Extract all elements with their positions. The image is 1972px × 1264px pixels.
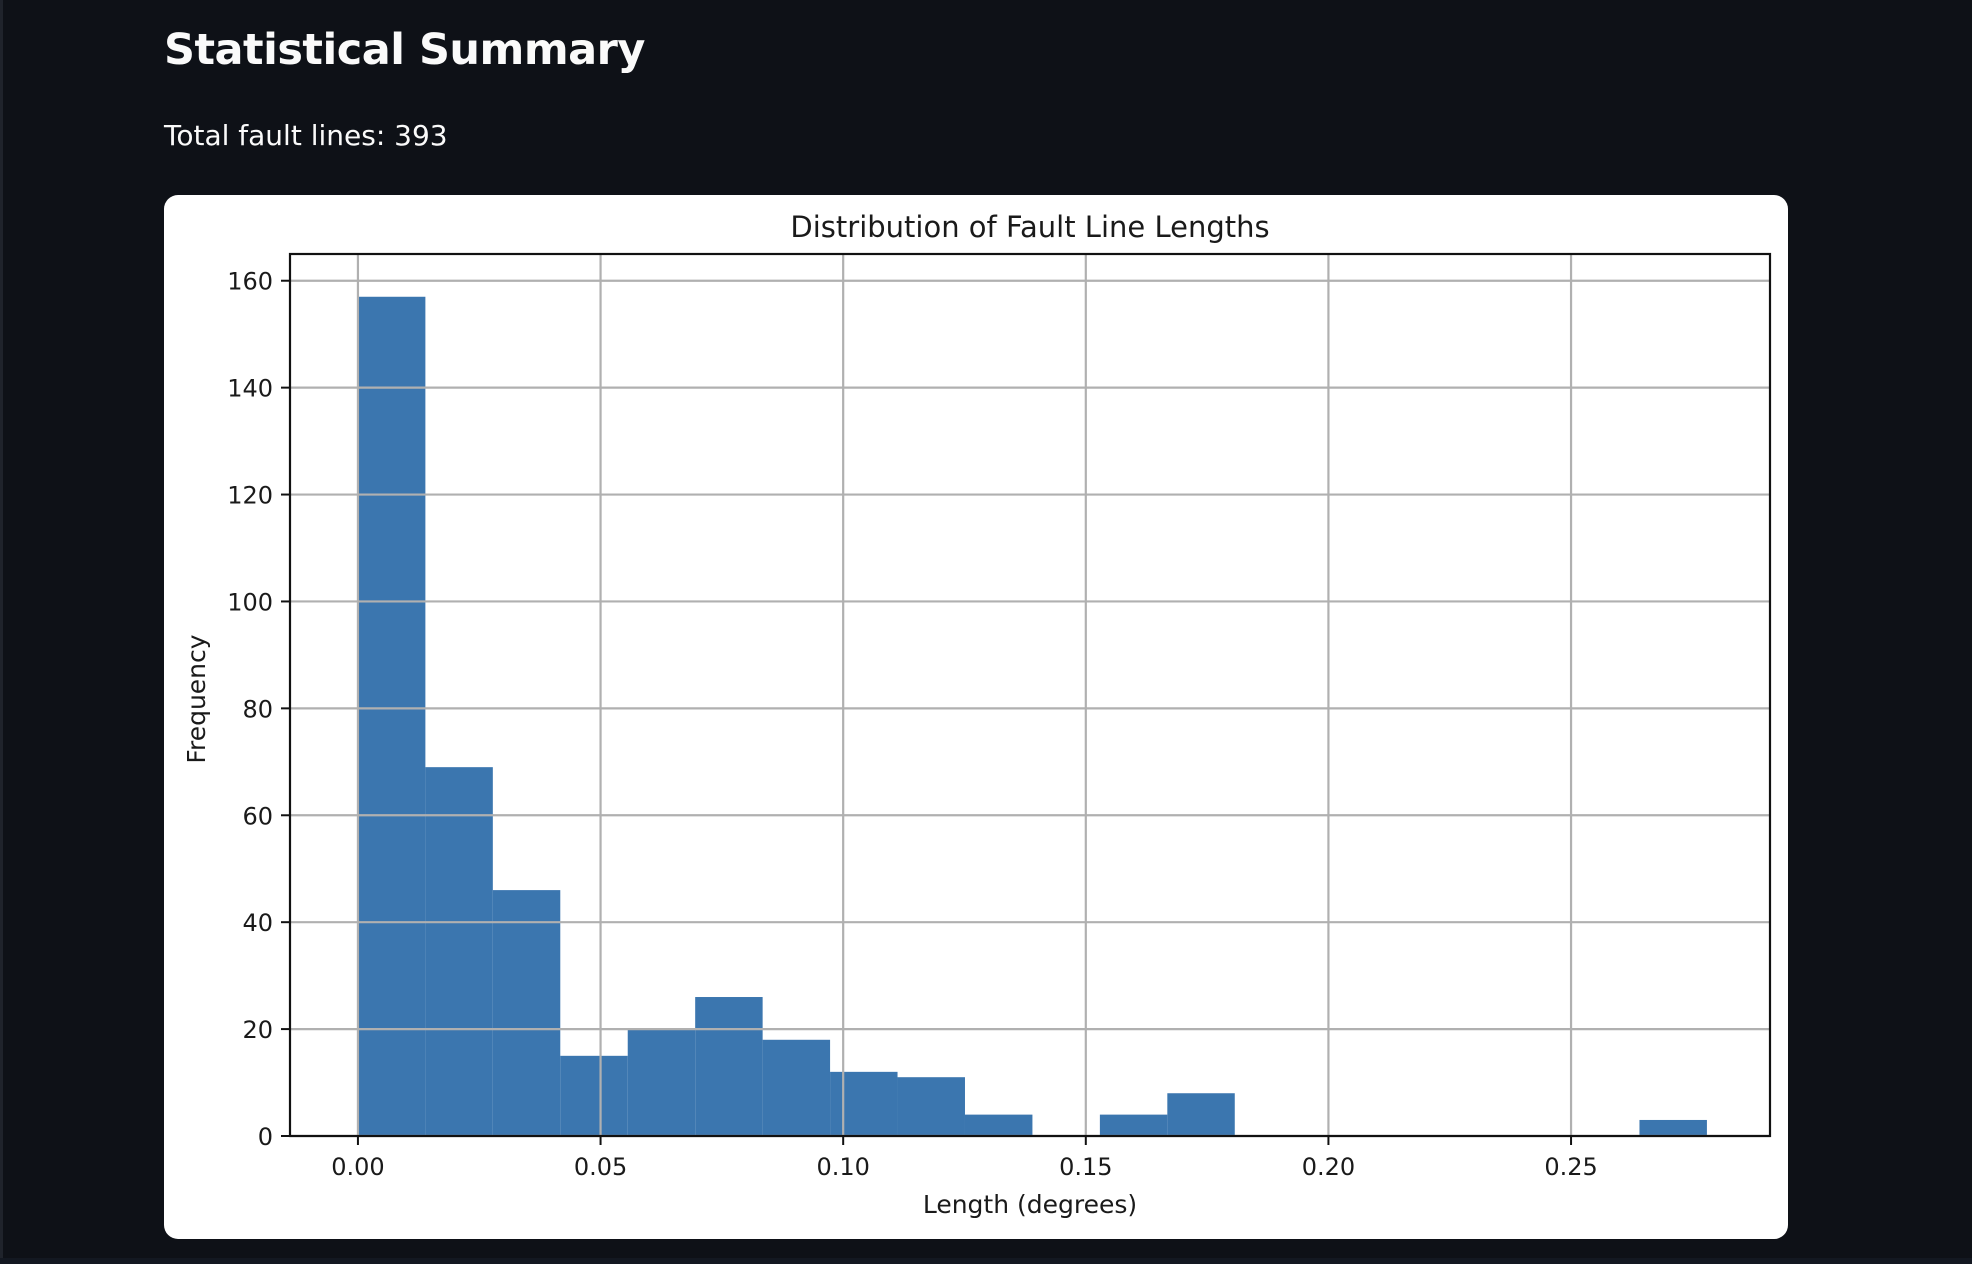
x-tick-label: 0.20 (1302, 1153, 1355, 1181)
bars-group (357, 296, 1707, 1136)
histogram-bar (425, 767, 493, 1136)
grid-lines (290, 254, 1770, 1138)
histogram-bar (695, 997, 763, 1136)
y-tick-label: 40 (242, 909, 273, 937)
x-tick-label: 0.00 (331, 1153, 384, 1181)
x-tick-label: 0.25 (1544, 1153, 1597, 1181)
y-tick-label: 80 (242, 695, 273, 723)
histogram-bar (830, 1071, 898, 1136)
histogram-bar (560, 1055, 628, 1136)
axes-group: 0.00 0.05 0.10 0.15 0.20 0.25 0 20 40 60 80 100 120 1… (227, 252, 1772, 1181)
window-edge (0, 0, 3, 1264)
plot-frame (288, 252, 1772, 1138)
histogram-bar (627, 1029, 696, 1136)
page-title: Statistical Summary (164, 25, 645, 75)
histogram-bar (762, 1039, 831, 1136)
histogram-bar (1639, 1119, 1707, 1136)
x-axis-label: Length (degrees) (923, 1190, 1137, 1219)
histogram-bar (964, 1114, 1033, 1136)
x-tick-label: 0.10 (816, 1153, 869, 1181)
y-axis-label: Frequency (182, 634, 211, 763)
y-tick-label: 160 (227, 268, 273, 296)
y-tick-label: 0 (258, 1123, 273, 1151)
histogram-bar (1167, 1093, 1235, 1136)
page-bottom-edge (0, 1258, 1972, 1264)
chart-card: Distribution of Fault Line Lengths Lengt… (164, 195, 1788, 1239)
histogram-chart: Distribution of Fault Line Lengths Lengt… (182, 210, 1772, 1219)
y-tick-label: 20 (242, 1016, 273, 1044)
chart-title: Distribution of Fault Line Lengths (790, 210, 1269, 244)
x-tick-label: 0.05 (574, 1153, 627, 1181)
y-tick-label: 60 (242, 802, 273, 830)
histogram-bar (492, 890, 561, 1136)
histogram-bar (1099, 1114, 1168, 1136)
x-tick-label: 0.15 (1059, 1153, 1112, 1181)
total-fault-lines-text: Total fault lines: 393 (164, 119, 448, 152)
y-tick-label: 120 (227, 482, 273, 510)
y-tick-label: 140 (227, 375, 273, 403)
histogram-bar (357, 296, 426, 1136)
histogram-bar (897, 1077, 965, 1136)
y-tick-label: 100 (227, 588, 273, 616)
